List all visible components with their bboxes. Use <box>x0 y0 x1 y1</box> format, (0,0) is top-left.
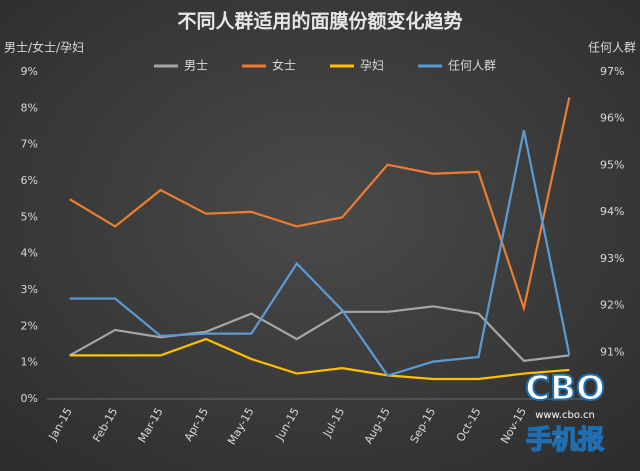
chart-title: 不同人群适用的面膜份额变化趋势 <box>177 10 462 33</box>
y2-tick-label: 96% <box>600 112 624 125</box>
y-tick-label: 3% <box>21 283 38 296</box>
series-line <box>69 337 570 381</box>
y-tick-label: 9% <box>21 65 38 78</box>
y-tick-label: 8% <box>21 101 38 114</box>
legend-label: 任何人群 <box>448 59 496 73</box>
y2-axis-label: 任何人群 <box>588 41 636 55</box>
watermark: CBO www.cbo.cn 手机报 <box>524 368 606 457</box>
legend-label: 孕妇 <box>360 59 384 73</box>
y-tick-label: 5% <box>21 210 38 223</box>
y2-tick-label: 91% <box>600 345 624 358</box>
y-tick-label: 1% <box>21 356 38 369</box>
y2-tick-label: 92% <box>600 299 624 312</box>
y-tick-label: 0% <box>21 392 38 405</box>
y-tick-label: 2% <box>21 319 38 332</box>
series-line <box>69 130 571 377</box>
legend-label: 男士 <box>184 59 208 73</box>
legend-label: 女士 <box>272 58 296 73</box>
watermark-caption: 手机报 <box>526 425 604 456</box>
y2-tick-label: 93% <box>600 252 624 265</box>
watermark-logo: CBO <box>525 369 605 409</box>
y2-tick-label: 94% <box>600 205 624 218</box>
series-line <box>69 97 571 313</box>
y-tick-label: 7% <box>21 138 38 151</box>
y-tick-label: 4% <box>21 247 38 260</box>
watermark-url: www.cbo.cn <box>535 410 595 421</box>
y2-tick-label: 97% <box>600 65 624 78</box>
y-axis-label: 男士/女士/孕妇 <box>4 40 84 55</box>
y2-tick-label: 95% <box>600 158 624 171</box>
y-tick-label: 6% <box>21 174 38 187</box>
